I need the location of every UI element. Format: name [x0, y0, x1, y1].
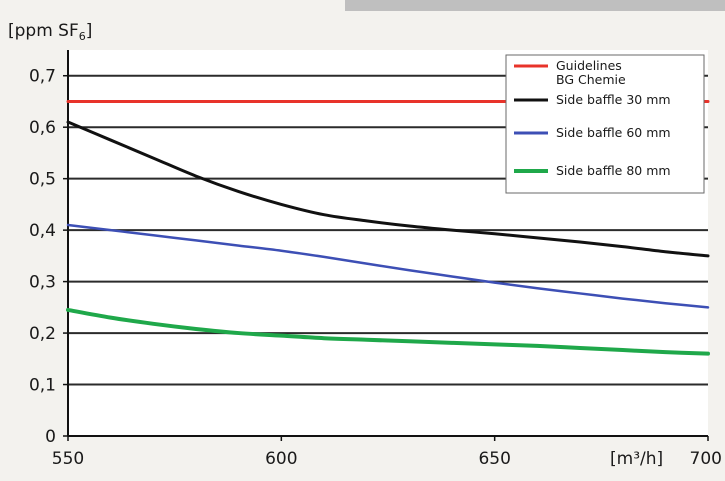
y-axis-label: [ppm SF6]: [8, 21, 92, 43]
tick-labels: 0 0,1 0,2 0,3 0,4 0,5 0,6 0,7 550 600 650 700: [29, 67, 722, 469]
y-tick-label: 0,5: [29, 170, 56, 190]
y-axis-label-subscript: 6: [79, 30, 86, 43]
x-tick-label: 600: [265, 449, 297, 469]
header-strip: [345, 0, 725, 11]
y-tick-label: 0,7: [29, 67, 56, 87]
y-axis-label-main: [ppm SF: [8, 21, 79, 41]
legend-label-0: Guidelines: [556, 58, 622, 73]
y-tick-label: 0,2: [29, 324, 56, 344]
x-tick-label: 700: [690, 449, 722, 469]
y-tick-label: 0,1: [29, 376, 56, 396]
y-tick-label: 0,3: [29, 273, 56, 293]
x-axis-label: [m³/h]: [610, 449, 663, 469]
axes: [63, 50, 709, 441]
y-axis-label-close: ]: [86, 21, 93, 41]
legend-label-3: Side baffle 80 mm: [556, 163, 671, 178]
legend-label-0: BG Chemie: [556, 72, 626, 87]
series-line-1: [66, 120, 710, 258]
x-tick-label: 650: [478, 449, 510, 469]
legend-label-2: Side baffle 60 mm: [556, 125, 671, 140]
series-line-2: [66, 223, 710, 309]
y-tick-label: 0: [45, 427, 56, 447]
x-tick-label: 550: [52, 449, 84, 469]
y-tick-label: 0,4: [29, 221, 56, 241]
legend-label-1: Side baffle 30 mm: [556, 92, 671, 107]
series-line-3: [66, 307, 710, 356]
y-tick-label: 0,6: [29, 118, 56, 138]
